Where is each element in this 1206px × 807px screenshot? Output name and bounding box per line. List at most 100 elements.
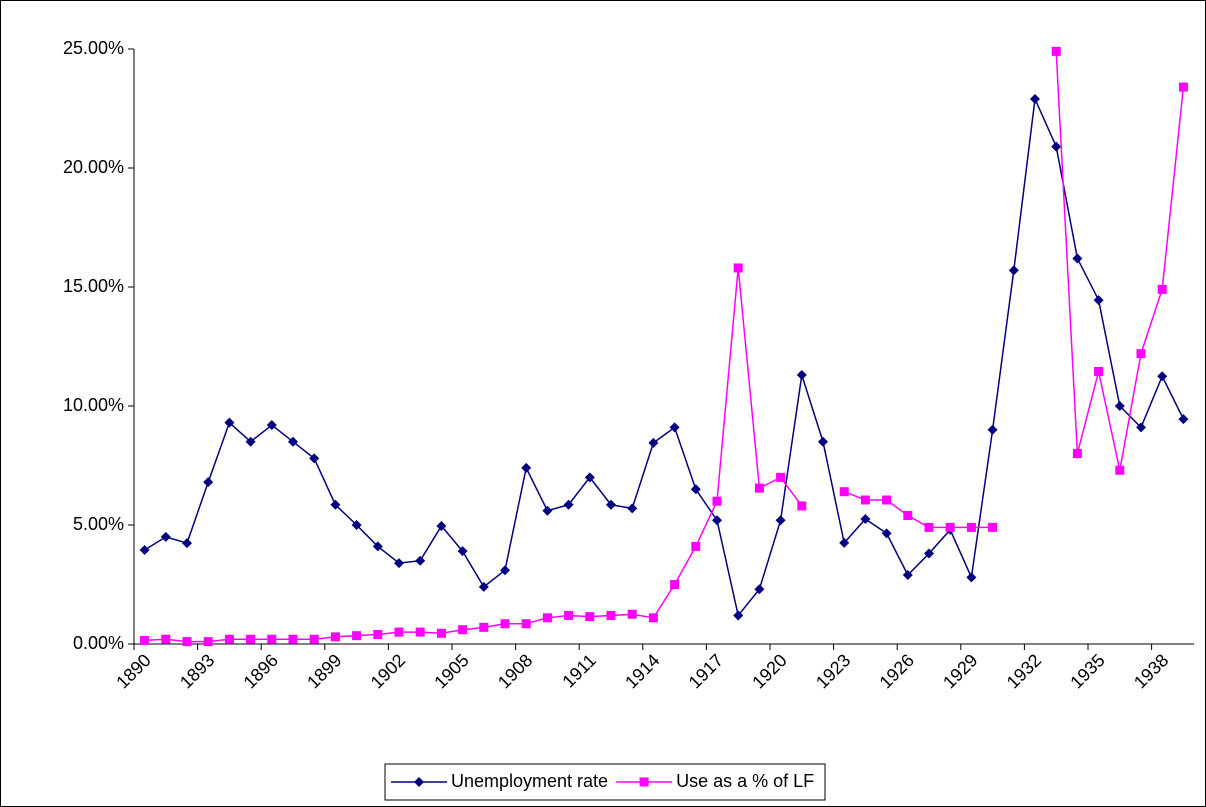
diamond-marker (139, 544, 150, 555)
diamond-marker (415, 555, 426, 566)
diamond-marker (500, 565, 510, 576)
diamond-marker (669, 422, 680, 433)
series-line (144, 96, 1185, 618)
diamond-marker (436, 520, 447, 531)
diamond-marker (1008, 265, 1019, 276)
square-marker (140, 635, 150, 645)
square-marker (309, 634, 319, 644)
diamond-marker (733, 610, 744, 621)
diamond-marker (584, 472, 595, 483)
diamond-marker (521, 462, 532, 473)
square-marker (924, 522, 934, 532)
square-marker (1136, 349, 1146, 359)
square-marker (606, 610, 616, 620)
square-marker (521, 619, 531, 629)
square-marker (479, 622, 489, 632)
square-marker (415, 627, 425, 637)
square-marker (966, 522, 976, 532)
diamond-marker (457, 546, 468, 557)
legend-label: Unemployment rate (451, 771, 608, 791)
square-marker (288, 634, 298, 644)
square-marker (564, 610, 574, 620)
diamond-marker (1093, 295, 1104, 306)
diamond-marker (394, 558, 404, 569)
diamond-marker (563, 499, 574, 510)
square-marker (224, 634, 234, 644)
diamond-marker (606, 499, 616, 510)
square-marker (500, 619, 510, 629)
square-marker (542, 613, 552, 623)
diamond-marker (1030, 93, 1040, 104)
diamond-marker (924, 548, 934, 559)
y-tick-label: 15.00% (63, 276, 124, 296)
diamond-marker (1072, 253, 1083, 264)
square-marker (182, 637, 192, 647)
square-marker (670, 580, 680, 589)
y-tick-label: 0.00% (73, 633, 124, 653)
diamond-marker (1136, 422, 1146, 433)
square-marker (373, 629, 383, 639)
diamond-marker (902, 569, 913, 580)
diamond-marker (648, 437, 659, 448)
square-marker (352, 631, 362, 641)
square-marker (203, 637, 213, 647)
legend-box (384, 763, 826, 801)
y-tick-label: 25.00% (63, 38, 124, 58)
square-marker (1157, 284, 1167, 294)
diamond-marker (754, 584, 765, 595)
diamond-marker (1114, 401, 1125, 411)
diamond-marker (1051, 141, 1062, 152)
square-marker (882, 495, 892, 505)
y-tick-label: 10.00% (63, 395, 124, 415)
diamond-marker (860, 514, 871, 525)
square-marker (161, 634, 171, 644)
square-marker (988, 522, 998, 532)
diamond-marker (288, 436, 298, 447)
square-marker (754, 483, 764, 493)
diamond-marker (839, 537, 850, 548)
square-marker (394, 627, 404, 637)
diamond-marker (542, 505, 553, 516)
square-marker (1051, 46, 1061, 56)
y-tick-label: 5.00% (73, 514, 124, 534)
diamond-marker (266, 420, 277, 431)
diamond-marker (330, 499, 341, 510)
square-marker (1072, 449, 1082, 459)
diamond-marker (160, 531, 171, 542)
diamond-marker (775, 515, 786, 526)
square-marker (246, 634, 256, 644)
square-marker (627, 609, 637, 619)
diamond-marker (182, 538, 192, 549)
diamond-marker (627, 503, 638, 514)
diamond-marker (478, 581, 489, 592)
diamond-marker (818, 436, 828, 447)
square-marker (691, 541, 701, 551)
diamond-marker (203, 477, 214, 488)
legend-label: Use as a % of LF (676, 771, 814, 791)
square-marker (797, 501, 807, 511)
diamond-marker (372, 541, 383, 552)
square-marker (712, 496, 722, 506)
square-marker (1178, 82, 1188, 92)
square-marker (1115, 465, 1125, 475)
diamond-marker (245, 436, 256, 447)
y-tick-label: 20.00% (63, 157, 124, 177)
diamond-marker (796, 370, 807, 381)
square-marker (267, 634, 277, 644)
square-marker (945, 522, 955, 532)
diamond-marker (351, 520, 362, 530)
square-marker (903, 510, 913, 520)
square-marker (733, 263, 743, 273)
diamond-marker (966, 572, 977, 583)
diamond-marker (1157, 371, 1168, 382)
square-marker (330, 632, 340, 642)
diamond-marker (690, 484, 701, 495)
square-marker (648, 613, 658, 623)
diamond-marker (881, 528, 892, 539)
square-marker (776, 472, 786, 482)
square-marker (860, 495, 870, 505)
square-marker (839, 487, 849, 497)
diamond-marker (987, 424, 998, 435)
